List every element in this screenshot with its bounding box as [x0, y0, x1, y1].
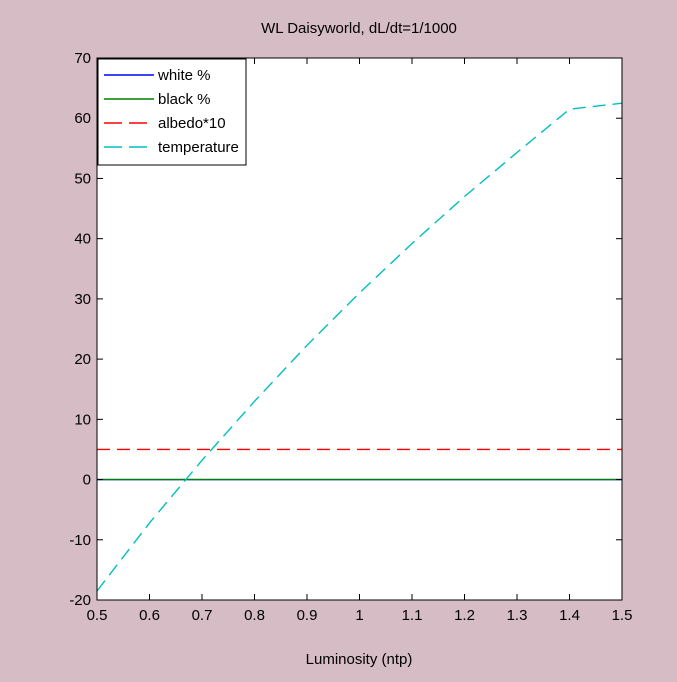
legend: white % black % albedo*10 temperature	[97, 58, 247, 166]
series-layer	[96, 102, 623, 592]
y-tick-label: 10	[74, 411, 91, 428]
series-line-3	[96, 102, 623, 592]
y-tick-label: 0	[83, 472, 91, 489]
y-tick-label: 20	[74, 351, 91, 368]
legend-label-2: albedo*10	[158, 115, 226, 132]
y-tick-label: 60	[74, 110, 91, 127]
y-tick-label: -10	[69, 532, 91, 549]
x-tick-label: 1.5	[612, 607, 633, 624]
x-tick-label: 1.3	[507, 607, 528, 624]
x-tick-label: 0.8	[244, 607, 265, 624]
x-tick-label: 1	[355, 607, 363, 624]
x-tick-label: 0.5	[87, 607, 108, 624]
y-tick-label: 70	[74, 50, 91, 67]
y-tick-label: 30	[74, 291, 91, 308]
x-tick-label: 0.6	[139, 607, 160, 624]
x-tick-label: 1.4	[559, 607, 580, 624]
y-tick-label: 40	[74, 231, 91, 248]
ticks-layer: 0.5 0.6 0.7 0.8 0.9 1 1.1 1.2 1.3 1.4 1.5 -20 -10 0 10…	[69, 50, 632, 624]
legend-box	[97, 58, 247, 166]
x-tick-label: 1.1	[402, 607, 423, 624]
x-tick-label: 0.7	[192, 607, 213, 624]
y-tick-label: 50	[74, 170, 91, 187]
x-tick-label: 1.2	[454, 607, 475, 624]
x-axis-label: Luminosity (ntp)	[306, 651, 413, 668]
legend-label-3: temperature	[158, 139, 239, 156]
chart-title: WL Daisyworld, dL/dt=1/1000	[261, 20, 457, 37]
y-tick-label: -20	[69, 592, 91, 609]
legend-label-1: black %	[158, 91, 211, 108]
legend-label-0: white %	[157, 67, 211, 84]
x-tick-label: 0.9	[297, 607, 318, 624]
